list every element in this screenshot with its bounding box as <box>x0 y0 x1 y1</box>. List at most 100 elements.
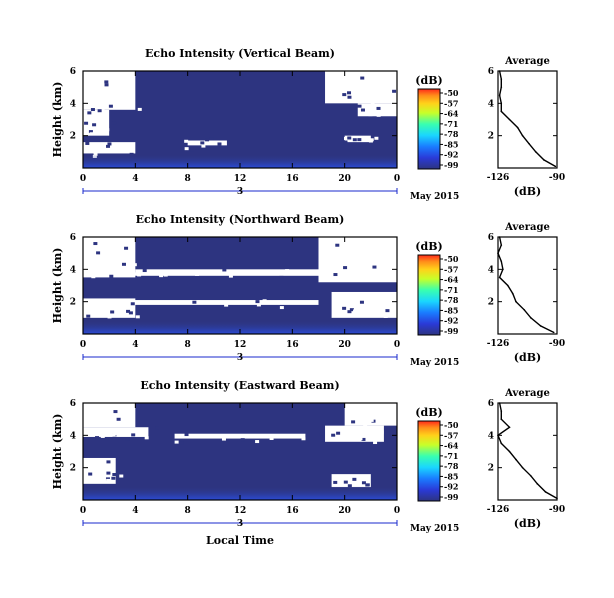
speckle <box>184 139 189 143</box>
speckle <box>174 440 179 444</box>
speckle <box>228 305 233 309</box>
speckle <box>364 308 369 312</box>
speckle <box>132 263 137 267</box>
average-y-tick-label: 4 <box>488 431 494 441</box>
speckle <box>359 300 364 304</box>
y-tick-label: 4 <box>70 431 76 441</box>
no-data-region <box>83 457 116 484</box>
speckle <box>109 274 114 278</box>
speckle <box>370 102 375 106</box>
average-profile-point <box>516 126 519 129</box>
speckle <box>163 273 168 277</box>
near-ground-band <box>83 154 397 168</box>
speckle <box>376 113 381 117</box>
average-profile-point <box>529 474 532 477</box>
speckle <box>351 246 356 250</box>
average-x-tick-label: -90 <box>549 505 565 515</box>
average-profile-point <box>507 284 509 287</box>
average-profile-point <box>554 165 557 168</box>
x-axis-label: Local Time <box>206 534 274 547</box>
speckle <box>385 309 390 313</box>
y-tick-label: 6 <box>70 67 76 77</box>
speckle <box>200 141 205 145</box>
speckle <box>184 147 189 151</box>
speckle <box>92 123 97 127</box>
colorbar-tick-label: -57 <box>444 430 458 440</box>
colorbar-tick-label: -50 <box>444 420 459 430</box>
speckle <box>343 480 348 484</box>
colorbar-tick-label: -99 <box>444 492 459 502</box>
x-tick-label: 0 <box>394 340 400 350</box>
no-data-region <box>83 71 136 110</box>
speckle <box>90 251 95 255</box>
colorbar <box>417 88 441 170</box>
speckle <box>170 439 175 443</box>
speckle <box>347 95 352 99</box>
speckle <box>240 438 245 442</box>
average-profile-point <box>534 151 537 153</box>
colorbar-tick-label: -64 <box>444 109 459 119</box>
speckle <box>383 315 388 319</box>
speckle <box>109 471 114 475</box>
colorbar-tick-label: -92 <box>444 150 458 160</box>
y-axis-label: Height (km) <box>51 248 64 324</box>
speckle <box>359 309 364 313</box>
average-profile-point <box>498 236 501 238</box>
speckle <box>142 269 147 273</box>
x-tick-label: 4 <box>132 340 138 350</box>
speckle <box>195 272 200 276</box>
average-profile-point <box>498 276 501 279</box>
speckle <box>347 484 352 488</box>
speckle <box>347 91 352 95</box>
speckle <box>98 300 103 304</box>
speckle <box>104 83 109 87</box>
speckle <box>353 309 358 313</box>
speckle <box>256 303 261 307</box>
speckle <box>201 144 206 148</box>
speckle <box>371 106 376 110</box>
speckle <box>342 306 347 310</box>
speckle <box>217 142 222 146</box>
average-profile-point <box>544 491 547 493</box>
speckle <box>88 472 93 476</box>
speckle <box>97 109 102 113</box>
average-profile-point <box>556 497 558 500</box>
day-label: 3 <box>237 187 243 197</box>
speckle <box>93 86 98 90</box>
x-tick-label: 8 <box>185 174 191 184</box>
x-tick-label: 8 <box>185 506 191 516</box>
x-tick-label: 16 <box>286 174 299 184</box>
speckle <box>363 431 368 435</box>
average-x-tick-label: -126 <box>487 505 510 515</box>
speckle <box>364 302 369 306</box>
speckle <box>280 300 285 304</box>
colorbar-tick-label: -85 <box>444 139 458 149</box>
y-tick-label: 2 <box>70 298 76 308</box>
speckle <box>279 275 284 279</box>
speckle <box>361 481 366 485</box>
speckle <box>358 437 363 441</box>
speckle <box>343 140 348 144</box>
colorbar-tick-label: -71 <box>444 285 458 295</box>
x-tick-label: 0 <box>80 340 86 350</box>
speckle <box>369 418 374 422</box>
speckle <box>195 146 200 150</box>
speckle <box>368 113 373 117</box>
day-label: 3 <box>237 353 243 363</box>
speckle <box>91 275 96 279</box>
x-tick-label: 16 <box>286 340 299 350</box>
speckle <box>392 303 397 307</box>
speckle <box>114 312 119 316</box>
speckle <box>103 112 108 116</box>
speckle <box>385 108 390 112</box>
speckle <box>95 436 100 440</box>
speckle <box>336 431 341 435</box>
speckle <box>107 315 112 319</box>
average-profile-point <box>497 252 499 254</box>
speckle <box>94 254 99 258</box>
no-data-region <box>83 237 136 278</box>
speckle <box>84 121 89 125</box>
speckle <box>87 111 92 115</box>
average-profile-point <box>515 300 517 303</box>
average-profile-point <box>500 102 503 105</box>
